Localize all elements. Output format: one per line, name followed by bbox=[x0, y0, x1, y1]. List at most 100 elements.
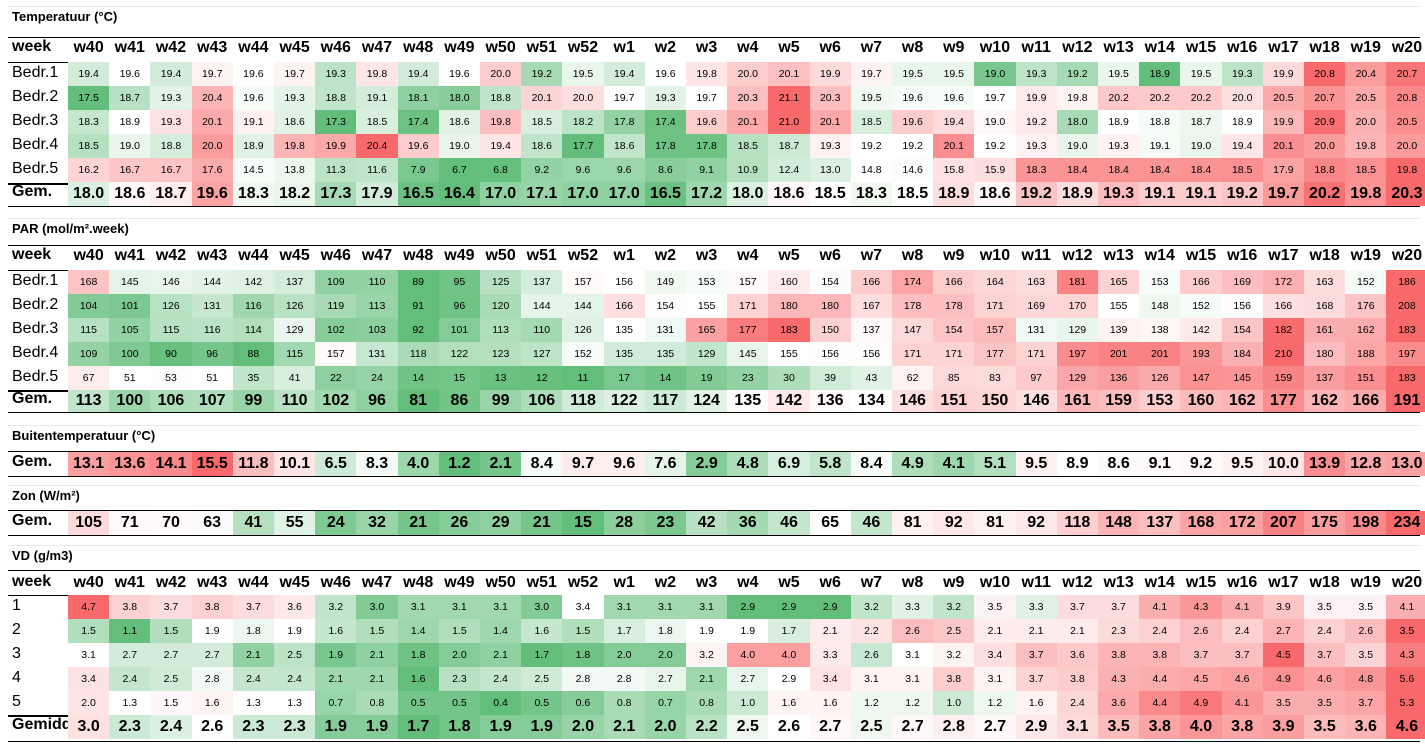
heatmap-cell: 126 bbox=[150, 294, 192, 318]
heatmap-cell: 19.0 bbox=[1056, 134, 1098, 158]
heatmap-cell: 2.9 bbox=[768, 667, 810, 691]
week-header: w5 bbox=[778, 574, 800, 591]
week-header: w44 bbox=[238, 247, 269, 264]
section-bottom-line bbox=[8, 206, 1420, 207]
total-label: Gemidd bbox=[12, 716, 70, 733]
total-cell: 19.1 bbox=[1180, 182, 1222, 206]
heatmap-cell: 0.8 bbox=[686, 691, 728, 715]
week-header: w51 bbox=[526, 247, 557, 264]
heatmap-cell: 2.4 bbox=[1221, 619, 1263, 643]
week-header: w51 bbox=[526, 39, 557, 56]
heatmap-cell: 100 bbox=[109, 342, 151, 366]
heatmap-cell: 18.9 bbox=[1098, 110, 1140, 134]
total-cell: 124 bbox=[686, 390, 728, 412]
heatmap-cell: 0.5 bbox=[397, 691, 439, 715]
heatmap-cell: 19.6 bbox=[109, 62, 151, 86]
total-cell: 81 bbox=[892, 511, 934, 535]
heatmap-cell: 166 bbox=[933, 270, 975, 294]
heatmap-cell: 17 bbox=[603, 366, 645, 390]
heatmap-cell: 154 bbox=[933, 318, 975, 342]
row-label: Bedr.1 bbox=[12, 64, 59, 81]
heatmap-cell: 164 bbox=[974, 270, 1016, 294]
total-cell: 177 bbox=[1262, 390, 1304, 412]
heatmap-cell: 19.5 bbox=[1098, 62, 1140, 86]
week-header: w42 bbox=[155, 247, 187, 264]
heatmap-cell: 156 bbox=[850, 342, 892, 366]
total-cell: 36 bbox=[727, 511, 769, 535]
heatmap-cell: 1.2 bbox=[974, 691, 1016, 715]
heatmap-cell: 2.9 bbox=[809, 595, 851, 619]
total-cell: 19.6 bbox=[191, 182, 233, 206]
row-label: Bedr.2 bbox=[12, 296, 59, 313]
heatmap-cell: 2.1 bbox=[356, 667, 398, 691]
total-cell: 2.8 bbox=[933, 715, 975, 739]
heatmap-cell: 20.1 bbox=[1262, 134, 1304, 158]
heatmap-cell: 24 bbox=[356, 366, 398, 390]
total-cell: 1.9 bbox=[315, 715, 357, 739]
total-cell: 3.9 bbox=[1262, 715, 1304, 739]
total-cell: 5.8 bbox=[809, 452, 851, 476]
row-label: Bedr.3 bbox=[12, 320, 59, 337]
heatmap-cell: 18.4 bbox=[1098, 158, 1140, 182]
heatmap-cell: 19.0 bbox=[974, 62, 1016, 86]
week-header: w11 bbox=[1021, 574, 1051, 591]
heatmap-cell: 3.5 bbox=[974, 595, 1016, 619]
total-cell: 14.1 bbox=[150, 452, 192, 476]
heatmap-cell: 166 bbox=[1262, 294, 1304, 318]
heatmap-cell: 19.3 bbox=[1015, 62, 1057, 86]
heatmap-cell: 19.1 bbox=[232, 110, 274, 134]
heatmap-cell: 20.1 bbox=[521, 86, 563, 110]
heatmap-cell: 2.1 bbox=[974, 619, 1016, 643]
total-cell: 6.9 bbox=[768, 452, 810, 476]
heatmap-cell: 19.0 bbox=[1180, 134, 1222, 158]
heatmap-cell: 183 bbox=[1386, 318, 1425, 342]
heatmap-cell: 119 bbox=[315, 294, 357, 318]
total-cell: 1.8 bbox=[438, 715, 480, 739]
total-cell: 3.5 bbox=[1098, 715, 1140, 739]
total-cell: 99 bbox=[232, 390, 274, 412]
heatmap-cell: 1.3 bbox=[274, 691, 316, 715]
heatmap-cell: 20.0 bbox=[1221, 86, 1263, 110]
week-header: w14 bbox=[1144, 574, 1175, 591]
heatmap-cell: 135 bbox=[603, 318, 645, 342]
heatmap-cell: 2.0 bbox=[644, 643, 686, 667]
heatmap-cell: 14 bbox=[644, 366, 686, 390]
week-header: w41 bbox=[114, 574, 145, 591]
heatmap-cell: 20.5 bbox=[1262, 86, 1304, 110]
heatmap-cell: 104 bbox=[68, 294, 110, 318]
heatmap-cell: 19.9 bbox=[809, 62, 851, 86]
heatmap-cell: 5.3 bbox=[1386, 691, 1425, 715]
heatmap-cell: 144 bbox=[191, 270, 233, 294]
week-header: w45 bbox=[279, 247, 310, 264]
heatmap-cell: 1.6 bbox=[315, 619, 357, 643]
heatmap-cell: 19.6 bbox=[232, 62, 274, 86]
total-cell: 136 bbox=[809, 390, 851, 412]
heatmap-cell: 19.2 bbox=[850, 134, 892, 158]
week-header: w5 bbox=[778, 39, 800, 56]
heatmap-cell: 2.1 bbox=[1015, 619, 1057, 643]
heatmap-cell: 19.0 bbox=[109, 134, 151, 158]
heatmap-cell: 19.9 bbox=[1262, 110, 1304, 134]
heatmap-cell: 6.7 bbox=[438, 158, 480, 182]
heatmap-cell: 16.7 bbox=[109, 158, 151, 182]
grid-line bbox=[8, 218, 1420, 219]
heatmap-cell: 18.4 bbox=[1056, 158, 1098, 182]
total-cell: 162 bbox=[1304, 390, 1346, 412]
total-cell: 19.2 bbox=[1221, 182, 1263, 206]
total-cell: 2.1 bbox=[603, 715, 645, 739]
heatmap-cell: 19 bbox=[686, 366, 728, 390]
heatmap-cell: 13 bbox=[480, 366, 522, 390]
heatmap-cell: 155 bbox=[1098, 294, 1140, 318]
heatmap-cell: 20.0 bbox=[1345, 110, 1387, 134]
total-cell: 17.3 bbox=[315, 182, 357, 206]
heatmap-cell: 157 bbox=[315, 342, 357, 366]
heatmap-cell: 15.9 bbox=[974, 158, 1016, 182]
total-cell: 2.3 bbox=[232, 715, 274, 739]
heatmap-cell: 19.2 bbox=[521, 62, 563, 86]
heatmap-cell: 115 bbox=[68, 318, 110, 342]
heatmap-cell: 137 bbox=[1304, 366, 1346, 390]
week-header: w50 bbox=[485, 574, 516, 591]
week-header: w7 bbox=[860, 574, 883, 591]
heatmap-cell: 19.5 bbox=[933, 62, 975, 86]
heatmap-cell: 30 bbox=[768, 366, 810, 390]
